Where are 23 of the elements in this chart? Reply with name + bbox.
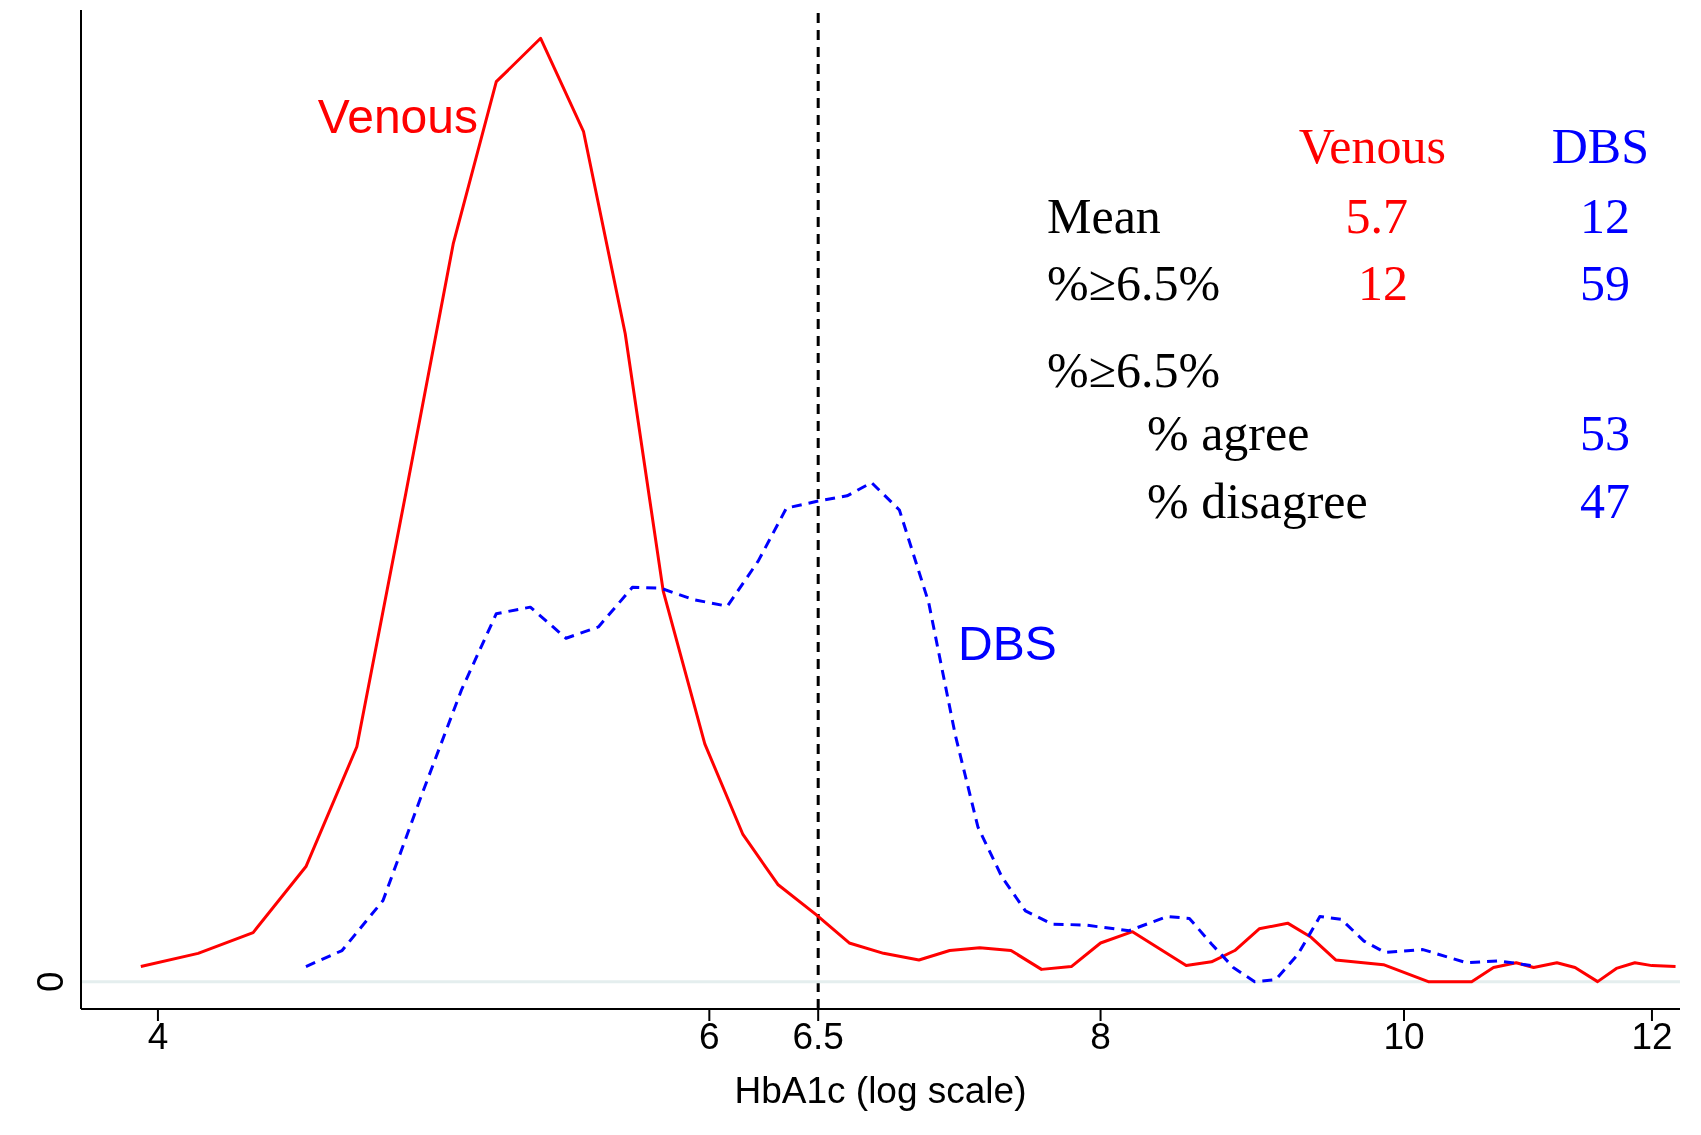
annotation: DBS bbox=[1551, 118, 1649, 174]
annotation: 12 bbox=[1580, 188, 1630, 244]
series-label: DBS bbox=[958, 617, 1057, 670]
annotation: %≥6.5% bbox=[1047, 255, 1221, 311]
x-tick-label: 12 bbox=[1631, 1016, 1673, 1058]
annotation: % disagree bbox=[1147, 473, 1368, 529]
annotation: Venous bbox=[1298, 118, 1446, 174]
annotation: % agree bbox=[1147, 405, 1310, 461]
x-tick-label: 6 bbox=[699, 1016, 720, 1058]
x-tick-label: 6.5 bbox=[792, 1016, 844, 1058]
x-axis-title: HbA1c (log scale) bbox=[734, 1070, 1027, 1111]
annotation: 47 bbox=[1580, 473, 1630, 529]
annotation: 12 bbox=[1358, 255, 1408, 311]
x-tick-label: 4 bbox=[147, 1016, 169, 1058]
annotation: 53 bbox=[1580, 405, 1630, 461]
ref-line-label: 0 bbox=[29, 971, 71, 992]
x-tick-label: 8 bbox=[1090, 1016, 1111, 1058]
annotation: 5.7 bbox=[1345, 188, 1408, 244]
annotation: %≥6.5% bbox=[1047, 342, 1221, 398]
annotation: 59 bbox=[1580, 255, 1630, 311]
x-tick-label: 10 bbox=[1383, 1016, 1425, 1058]
series-label: Venous bbox=[317, 90, 478, 143]
annotation: Mean bbox=[1047, 188, 1161, 244]
